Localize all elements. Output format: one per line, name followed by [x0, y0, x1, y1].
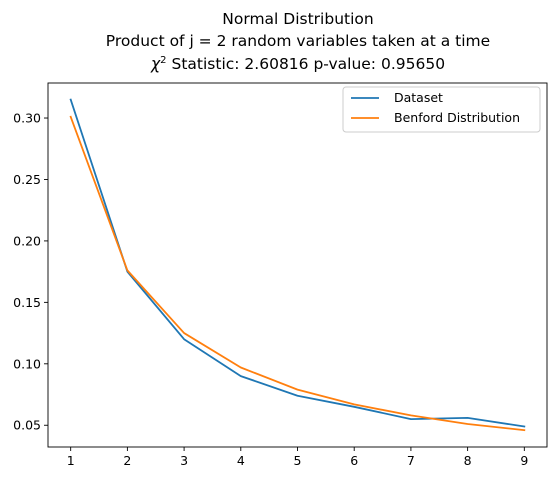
chart-title: Normal Distribution Product of j = 2 ran… [106, 10, 490, 73]
x-tick-label: 9 [520, 453, 528, 468]
x-tick-label: 5 [294, 453, 302, 468]
legend: Dataset Benford Distribution [342, 86, 541, 133]
series-line-dataset [69, 98, 526, 428]
legend-label-dataset: Dataset [394, 90, 443, 105]
y-tick-label: 0.20 [13, 233, 41, 248]
x-tick-label: 3 [180, 453, 188, 468]
y-tick-label: 0.30 [13, 111, 41, 126]
series-line-benford [69, 115, 526, 432]
legend-label-benford: Benford Distribution [394, 110, 520, 125]
x-tick-label: 2 [123, 453, 131, 468]
x-tick-label: 8 [464, 453, 472, 468]
x-tick-label: 4 [237, 453, 245, 468]
y-tick-label: 0.05 [13, 418, 41, 433]
y-tick-label: 0.15 [13, 295, 41, 310]
plot-frame [47, 82, 548, 448]
x-tick-label: 7 [407, 453, 415, 468]
y-tick-label: 0.10 [13, 356, 41, 371]
title-line-3: χ2 Statistic: 2.60816 p-value: 0.95650 [150, 55, 445, 73]
title-line-2: Product of j = 2 random variables taken … [106, 32, 490, 50]
x-tick-label: 6 [350, 453, 358, 468]
x-tick-label: 1 [67, 453, 75, 468]
series-layer [69, 98, 526, 432]
x-axis: 1 2 3 4 5 6 7 8 9 [67, 447, 528, 468]
y-tick-label: 0.25 [13, 172, 41, 187]
chi-superscript: 2 [160, 55, 166, 66]
y-axis: 0.05 0.10 0.15 0.20 0.25 0.30 [13, 111, 48, 433]
chi-symbol: χ [150, 55, 161, 73]
title-statistic-text: Statistic: 2.60816 p-value: 0.95650 [172, 55, 446, 73]
legend-box [342, 86, 541, 133]
title-line-1: Normal Distribution [222, 10, 373, 28]
